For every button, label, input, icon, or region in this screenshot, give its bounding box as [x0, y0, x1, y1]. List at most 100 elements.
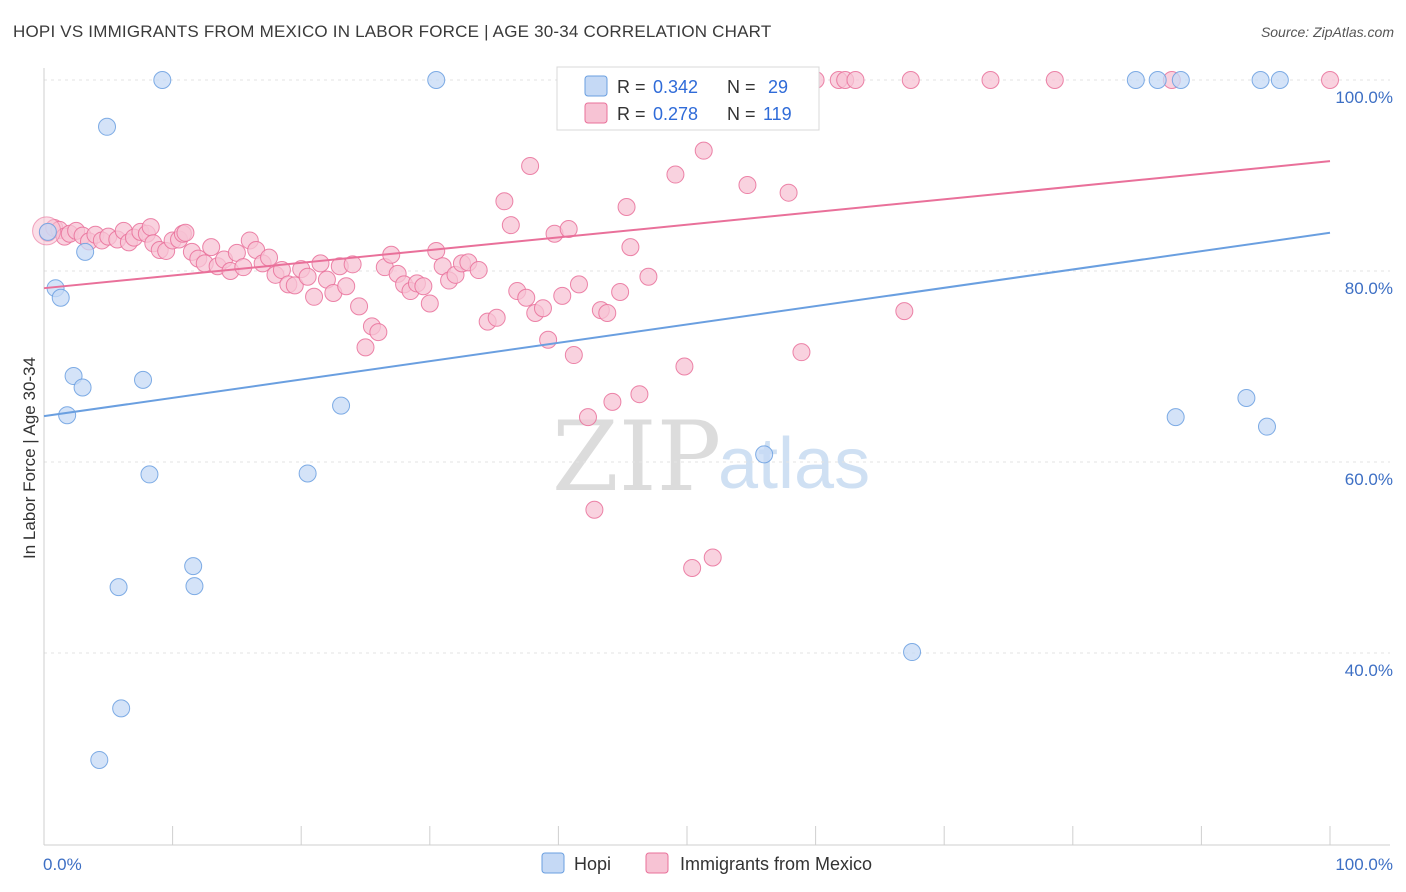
source-credit: Source: ZipAtlas.com [1260, 24, 1394, 40]
legend-r-label-hopi: R = [617, 77, 646, 97]
data-point-hopi [1251, 71, 1270, 89]
data-point-immigrants-from-mexico [675, 357, 694, 376]
data-point-immigrants-from-mexico [639, 267, 658, 286]
data-point-immigrants-from-mexico [369, 323, 388, 342]
data-point-hopi [1257, 417, 1276, 436]
data-point-immigrants-from-mexico [738, 176, 757, 195]
y-tick-label: 40.0% [1345, 661, 1393, 680]
data-point-hopi [185, 577, 204, 596]
data-point-hopi [98, 117, 117, 136]
data-point-hopi [1148, 71, 1167, 89]
data-point-hopi [51, 288, 70, 307]
data-point-immigrants-from-mexico [694, 141, 713, 160]
data-point-immigrants-from-mexico [202, 238, 221, 257]
data-point-immigrants-from-mexico [846, 71, 865, 89]
legend-r-value-mexico: 0.278 [653, 104, 698, 124]
data-point-immigrants-from-mexico [1045, 71, 1064, 89]
data-point-immigrants-from-mexico [603, 392, 622, 411]
data-point-immigrants-from-mexico [343, 255, 362, 274]
legend-n-value-hopi: 29 [768, 77, 788, 97]
data-point-immigrants-from-mexico [578, 408, 597, 427]
data-point-immigrants-from-mexico [469, 261, 488, 280]
data-point-immigrants-from-mexico [260, 248, 279, 267]
data-point-hopi [1237, 389, 1256, 408]
data-point-immigrants-from-mexico [553, 286, 572, 305]
data-point-immigrants-from-mexico [564, 346, 583, 365]
legend-n-value-mexico: 119 [763, 104, 792, 124]
bottom-legend: Hopi Immigrants from Mexico [541, 852, 872, 874]
data-point-immigrants-from-mexico [356, 338, 375, 357]
data-point-hopi [153, 71, 172, 89]
data-point-hopi [903, 643, 922, 662]
data-point-hopi [58, 406, 77, 425]
y-tick-label: 60.0% [1345, 470, 1393, 489]
data-point-hopi [38, 222, 57, 241]
data-point-immigrants-from-mexico [630, 385, 649, 404]
data-point-immigrants-from-mexico [305, 287, 324, 306]
data-point-immigrants-from-mexico [901, 71, 920, 89]
bottom-legend-label-mexico: Immigrants from Mexico [680, 854, 872, 874]
data-point-immigrants-from-mexico [501, 216, 520, 235]
data-point-immigrants-from-mexico [779, 183, 798, 202]
bottom-legend-swatch-hopi [541, 852, 565, 874]
data-point-immigrants-from-mexico [621, 238, 640, 257]
data-point-hopi [76, 242, 95, 261]
y-axis-label: In Labor Force | Age 30-34 [20, 357, 39, 559]
data-point-immigrants-from-mexico [666, 165, 685, 184]
data-point-immigrants-from-mexico [598, 304, 617, 323]
data-point-hopi [1270, 71, 1289, 89]
x-tick-label-max: 100.0% [1335, 855, 1393, 874]
data-point-hopi [140, 465, 159, 484]
data-point-immigrants-from-mexico [414, 277, 433, 296]
y-tick-labels: 100.0% 80.0% 60.0% 40.0% [1335, 88, 1393, 680]
data-point-hopi [1171, 71, 1190, 89]
bottom-legend-label-hopi: Hopi [574, 854, 611, 874]
data-point-immigrants-from-mexico [298, 267, 317, 286]
legend-n-label-mexico: N = [727, 104, 756, 124]
data-point-immigrants-from-mexico [141, 218, 160, 237]
bottom-legend-swatch-mexico [645, 852, 669, 874]
data-point-immigrants-from-mexico [611, 283, 630, 302]
chart-title: HOPI VS IMMIGRANTS FROM MEXICO IN LABOR … [13, 22, 772, 41]
data-point-immigrants-from-mexico [176, 223, 195, 242]
data-point-hopi [755, 445, 774, 464]
data-point-immigrants-from-mexico [617, 198, 636, 217]
legend-r-label-mexico: R = [617, 104, 646, 124]
trend-line-hopi [43, 231, 1331, 418]
trend-line-immigrants-from-mexico [43, 160, 1331, 290]
data-point-immigrants-from-mexico [517, 288, 536, 307]
data-point-immigrants-from-mexico [311, 254, 330, 273]
data-point-immigrants-from-mexico [533, 299, 552, 318]
data-point-immigrants-from-mexico [683, 559, 702, 578]
gridlines [44, 79, 1390, 654]
x-axis-ticks [43, 826, 1331, 845]
data-point-hopi [1166, 408, 1185, 427]
data-point-hopi [109, 578, 128, 597]
data-point-immigrants-from-mexico [792, 343, 811, 362]
trend-lines [43, 160, 1331, 418]
data-point-immigrants-from-mexico [420, 294, 439, 313]
legend-swatch-mexico [584, 102, 608, 124]
data-point-immigrants-from-mexico [495, 192, 514, 211]
data-point-hopi [1126, 71, 1145, 89]
data-point-hopi [134, 370, 153, 389]
data-point-immigrants-from-mexico [559, 219, 578, 238]
data-point-immigrants-from-mexico [285, 276, 304, 295]
watermark-atlas: atlas [718, 424, 870, 504]
watermark-zip: ZIP [552, 401, 721, 513]
data-point-immigrants-from-mexico [337, 277, 356, 296]
data-point-immigrants-from-mexico [569, 275, 588, 294]
data-point-hopi [427, 71, 446, 89]
data-point-hopi [298, 464, 317, 483]
x-tick-label-min: 0.0% [43, 855, 82, 874]
series-hopi [38, 71, 1289, 769]
data-point-immigrants-from-mexico [350, 297, 369, 316]
data-point-hopi [112, 699, 131, 718]
data-point-immigrants-from-mexico [1321, 71, 1339, 89]
data-point-immigrants-from-mexico [981, 71, 1000, 89]
data-point-immigrants-from-mexico [521, 156, 540, 175]
data-point-immigrants-from-mexico [585, 500, 604, 519]
data-point-immigrants-from-mexico [487, 308, 506, 327]
y-tick-label: 80.0% [1345, 279, 1393, 298]
data-point-hopi [90, 750, 109, 769]
